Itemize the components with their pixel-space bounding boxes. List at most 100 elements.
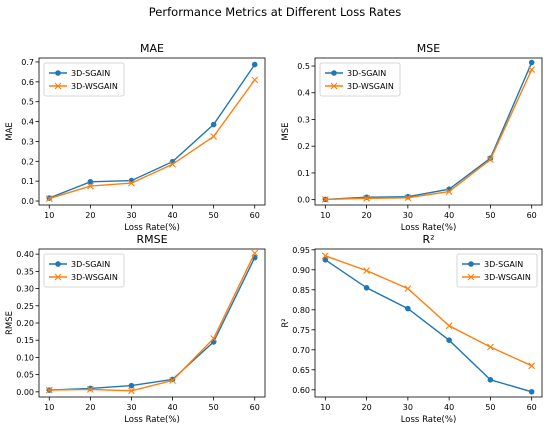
chart-1-series-2-point xyxy=(86,182,94,190)
chart-2-legend: 3D-SGAIN 3D-WSGAIN xyxy=(319,62,401,97)
chart-1-legend-marker xyxy=(54,82,62,90)
chart-2-series-2-point xyxy=(528,66,536,73)
chart-1-x-tick-label: 50 xyxy=(209,211,219,220)
chart-2-y-tick-label: 0.4 xyxy=(297,89,310,98)
chart-4-x-tick-label: 50 xyxy=(485,403,495,412)
chart-3-x-tick-label: 50 xyxy=(209,403,219,412)
chart-3: RMSE 10 20 30 40 50 60 0.00 0.05 0.10 0.15 0.20 0.25… xyxy=(5,233,266,424)
chart-2: MSE 10 20 30 40 50 60 0.0 0.1 0.2 0.3 0.4 0.5 Loss Ra… xyxy=(281,42,543,233)
chart-4-x-tick-label: 20 xyxy=(361,403,371,412)
chart-3-series-2-point xyxy=(128,387,135,395)
chart-4-y-tick-label: 0.60 xyxy=(292,386,310,395)
chart-1-y-tick-label: 0.5 xyxy=(21,98,34,107)
chart-3-x-axis-label: Loss Rate(%) xyxy=(124,415,180,424)
chart-3-y-tick-label: 0.40 xyxy=(16,250,34,259)
chart-4-series-2-point xyxy=(528,362,536,370)
chart-4-series-1-point xyxy=(487,377,494,383)
chart-1-series-2-point xyxy=(210,133,218,140)
chart-3-legend-marker xyxy=(54,273,62,281)
chart-4-legend-box xyxy=(456,253,538,288)
chart-2-y-tick-label: 0.3 xyxy=(297,115,310,124)
chart-4-series-2-point xyxy=(445,322,453,330)
chart-1-series-1-point xyxy=(87,178,94,185)
chart-2-x-tick-label: 60 xyxy=(527,211,537,220)
chart-1-y-tick-label: 0.3 xyxy=(21,137,34,146)
chart-4-y-tick-label: 0.90 xyxy=(292,266,310,275)
chart-3-legend-label: 3D-WSGAIN xyxy=(71,273,118,282)
figure-suptitle: Performance Metrics at Different Loss Ra… xyxy=(149,5,401,19)
chart-2-legend-label: 3D-SGAIN xyxy=(347,69,386,78)
chart-4-series-1-point xyxy=(363,285,370,291)
chart-2-y-axis-label: MSE xyxy=(281,122,291,140)
chart-4-y-axis-label: R² xyxy=(281,318,291,327)
chart-3-legend-box xyxy=(43,253,125,288)
chart-4-series-2-point xyxy=(487,343,494,351)
chart-1-legend-label: 3D-WSGAIN xyxy=(71,82,118,91)
chart-4-y-tick-label: 0.75 xyxy=(292,326,310,335)
chart-4-legend: 3D-SGAIN 3D-WSGAIN xyxy=(456,253,538,288)
chart-2-series-2-point xyxy=(321,195,329,203)
chart-1-axes-frame xyxy=(38,57,266,206)
chart-3-y-tick-label: 0.00 xyxy=(16,388,34,397)
chart-4-y-tick-label: 0.85 xyxy=(292,286,310,295)
chart-2-series-1-point xyxy=(528,59,535,66)
chart-2-x-tick-label: 20 xyxy=(361,211,371,220)
chart-1-x-tick-label: 30 xyxy=(126,211,136,220)
chart-2-series-1-point xyxy=(405,193,411,200)
chart-1-series-2-point xyxy=(251,76,259,84)
chart-3-series-2-point xyxy=(169,377,176,384)
chart-4-legend-label: 3D-WSGAIN xyxy=(484,273,531,282)
chart-2-series-2-point xyxy=(445,188,453,196)
chart-1-series-2-point xyxy=(45,195,53,203)
chart-3-legend-label: 3D-SGAIN xyxy=(71,260,110,269)
chart-1-y-tick-label: 0.0 xyxy=(21,197,34,206)
chart-1-x-axis-label: Loss Rate(%) xyxy=(124,223,180,233)
chart-3-y-tick-label: 0.10 xyxy=(16,353,34,362)
chart-1-y-tick-label: 0.4 xyxy=(21,118,34,127)
chart-4-x-tick-label: 10 xyxy=(320,403,330,412)
chart-1: MAE 10 20 30 40 50 60 0.0 0.1 0.2 0.3 0.4 0.5 0.6 0.7 L… xyxy=(5,42,266,233)
chart-2-y-tick-label: 0.2 xyxy=(297,142,310,151)
chart-2-x-tick-label: 40 xyxy=(444,211,454,220)
chart-2-legend-label: 3D-WSGAIN xyxy=(347,82,394,91)
chart-3-y-tick-label: 0.05 xyxy=(16,371,34,380)
chart-4-series-2-point xyxy=(321,252,329,260)
chart-1-x-tick-label: 10 xyxy=(44,211,54,220)
chart-3-y-tick-label: 0.20 xyxy=(16,319,34,328)
chart-2-legend-marker xyxy=(330,82,338,90)
chart-4-y-tick-label: 0.95 xyxy=(292,246,310,255)
chart-4-y-tick-label: 0.65 xyxy=(292,366,310,375)
chart-4-title: R² xyxy=(422,233,434,246)
chart-1-legend-box xyxy=(43,62,125,97)
chart-4-x-tick-label: 30 xyxy=(403,403,413,412)
chart-3-x-tick-label: 40 xyxy=(167,403,177,412)
chart-4-axes-frame xyxy=(314,248,543,398)
chart-4: R² 10 20 30 40 50 60 0.60 0.65 0.70 0.75 0.80 0.85 0.… xyxy=(281,233,543,424)
chart-4-series-2-line xyxy=(325,255,532,367)
chart-1-series-2-line xyxy=(49,79,256,200)
chart-2-x-tick-label: 30 xyxy=(403,211,413,220)
chart-4-series-1-point xyxy=(528,389,535,395)
chart-1-title: MAE xyxy=(140,42,164,55)
chart-3-series-1-line xyxy=(49,257,256,391)
chart-1-series-2-point xyxy=(169,160,176,168)
chart-4-series-1-line xyxy=(324,259,532,393)
chart-1-series-2-point xyxy=(128,179,135,187)
chart-2-legend-marker xyxy=(331,70,337,76)
chart-2-legend-box xyxy=(319,62,401,97)
chart-3-series-2-point xyxy=(251,249,259,257)
chart-3-x-tick-label: 30 xyxy=(126,403,136,412)
chart-2-series-2-line xyxy=(325,69,533,201)
chart-2-series-1-line xyxy=(325,62,533,201)
chart-3-series-2-point xyxy=(210,335,218,342)
chart-2-title: MSE xyxy=(417,42,440,55)
chart-4-x-axis-label: Loss Rate(%) xyxy=(401,415,457,424)
chart-3-y-tick-label: 0.25 xyxy=(16,302,34,311)
chart-4-legend-label: 3D-SGAIN xyxy=(484,260,523,269)
chart-1-legend-marker xyxy=(55,70,61,76)
chart-3-y-axis-label: RMSE xyxy=(5,311,15,335)
chart-1-series-1-point xyxy=(210,121,217,128)
chart-1-x-tick-label: 40 xyxy=(167,211,177,220)
chart-1-y-tick-label: 0.6 xyxy=(21,78,34,87)
